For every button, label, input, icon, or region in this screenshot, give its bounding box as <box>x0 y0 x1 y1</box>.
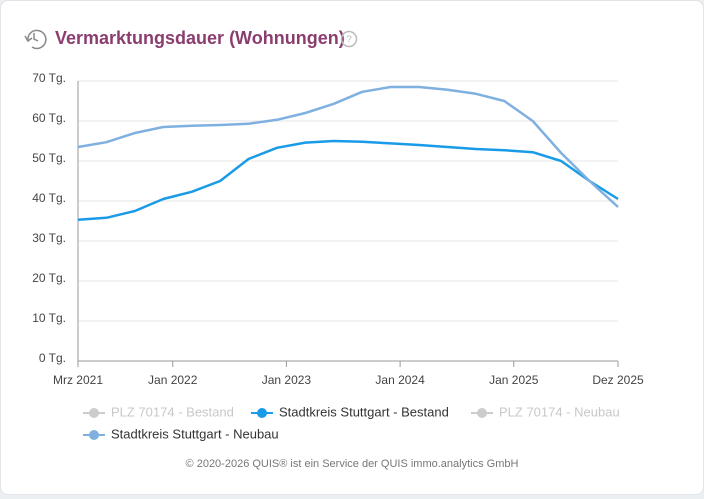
y-tick-label: 20 Tg. <box>32 271 66 285</box>
series-line <box>77 85 619 208</box>
x-tick-label: Jan 2023 <box>262 373 312 387</box>
y-tick-label: 70 Tg. <box>32 71 66 85</box>
y-tick-label: 60 Tg. <box>32 111 66 125</box>
legend-label: Stadtkreis Stuttgart - Bestand <box>279 404 449 419</box>
x-tick-label: Dez 2025 <box>592 373 644 387</box>
x-tick-label: Mrz 2021 <box>53 373 103 387</box>
history-icon <box>24 29 47 50</box>
y-tick-label: 40 Tg. <box>32 191 66 205</box>
y-tick-label: 30 Tg. <box>32 231 66 245</box>
legend-marker <box>89 430 99 440</box>
x-tick-label: Jan 2022 <box>148 373 198 387</box>
x-tick-label: Jan 2024 <box>375 373 425 387</box>
help-icon[interactable]: ? <box>340 30 358 48</box>
legend-item[interactable]: PLZ 70174 - Bestand <box>83 404 234 419</box>
legend-label: PLZ 70174 - Neubau <box>499 404 620 419</box>
legend-item[interactable]: Stadtkreis Stuttgart - Bestand <box>251 404 449 419</box>
legend-marker <box>257 408 267 418</box>
y-tick-label: 0 Tg. <box>39 351 66 365</box>
legend-item[interactable]: Stadtkreis Stuttgart - Neubau <box>83 426 279 441</box>
footer: © 2020-2026 QUIS® ist ein Service der QU… <box>186 458 519 470</box>
legend-item[interactable]: PLZ 70174 - Neubau <box>471 404 620 419</box>
y-tick-label: 10 Tg. <box>32 311 66 325</box>
y-tick-label: 50 Tg. <box>32 151 66 165</box>
legend-label: PLZ 70174 - Bestand <box>111 404 234 419</box>
legend-marker <box>89 408 99 418</box>
svg-text:?: ? <box>346 35 352 46</box>
x-tick-label: Jan 2025 <box>489 373 539 387</box>
chart-title: Vermarktungsdauer (Wohnungen) <box>55 28 345 48</box>
series-line <box>77 139 619 222</box>
legend-marker <box>477 408 487 418</box>
legend-label: Stadtkreis Stuttgart - Neubau <box>111 426 279 441</box>
